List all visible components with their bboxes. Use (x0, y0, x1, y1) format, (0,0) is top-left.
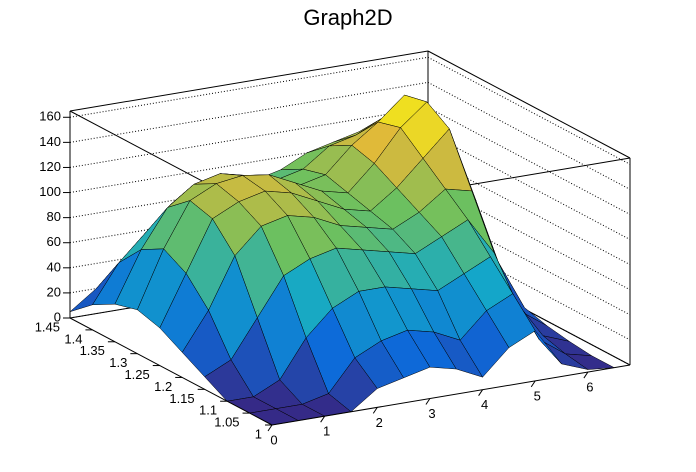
x-tick (530, 380, 536, 388)
x-tick (425, 398, 431, 405)
grid-line (427, 56, 631, 165)
z-tick-label: 160 (39, 109, 61, 124)
x-tick (267, 424, 273, 432)
x-tick-label: 1 (323, 424, 330, 439)
y-axis (69, 317, 273, 426)
z-tick-label: 20 (47, 284, 61, 299)
z-tick-label: 140 (39, 134, 61, 149)
x-tick-label: 5 (534, 388, 541, 403)
z-tick-label: 60 (47, 234, 61, 249)
x-tick (372, 407, 378, 414)
z-tick-label: 0 (54, 309, 61, 324)
box-edge (69, 50, 429, 112)
grid-line (427, 81, 631, 190)
x-tick-label: 3 (428, 406, 435, 421)
x-tick-label: 2 (376, 415, 383, 430)
z-tick-label: 120 (39, 159, 61, 174)
z-tick-label: 40 (47, 259, 61, 274)
y-tick-label: 1.2 (154, 379, 172, 394)
x-tick (478, 389, 484, 396)
x-tick (320, 415, 326, 423)
grid-line (69, 132, 429, 194)
grid-line (427, 182, 631, 291)
box-edge (427, 50, 631, 159)
grid-line (69, 81, 429, 143)
y-tick-label: 1.4 (64, 331, 82, 346)
z-tick-label: 100 (39, 184, 61, 199)
z-tick-label: 80 (47, 209, 61, 224)
y-tick-label: 1 (255, 426, 262, 441)
y-tick-label: 1.3 (109, 355, 127, 370)
grid-line (427, 232, 631, 341)
grid-line (427, 132, 631, 240)
grid-line (427, 157, 631, 266)
chart-title: Graph2D (303, 5, 392, 30)
y-tick-label: 1.15 (169, 391, 194, 406)
x-tick-label: 6 (586, 379, 593, 394)
grid-line (69, 56, 429, 118)
y-tick-label: 1.25 (124, 367, 149, 382)
x-tick (583, 371, 589, 379)
y-tick-label: 1.05 (214, 415, 239, 430)
y-tick-label: 1.1 (199, 403, 217, 418)
x-tick-label: 4 (481, 397, 488, 412)
x-axis (271, 364, 631, 426)
y-tick-label: 1.45 (35, 319, 60, 334)
grid-line (427, 107, 631, 215)
x-tick-label: 0 (270, 432, 277, 447)
grid-line (69, 157, 429, 219)
grid-line (69, 106, 429, 168)
grid-line (427, 207, 631, 316)
y-tick-label: 1.35 (80, 343, 105, 358)
grid-line (69, 182, 429, 244)
